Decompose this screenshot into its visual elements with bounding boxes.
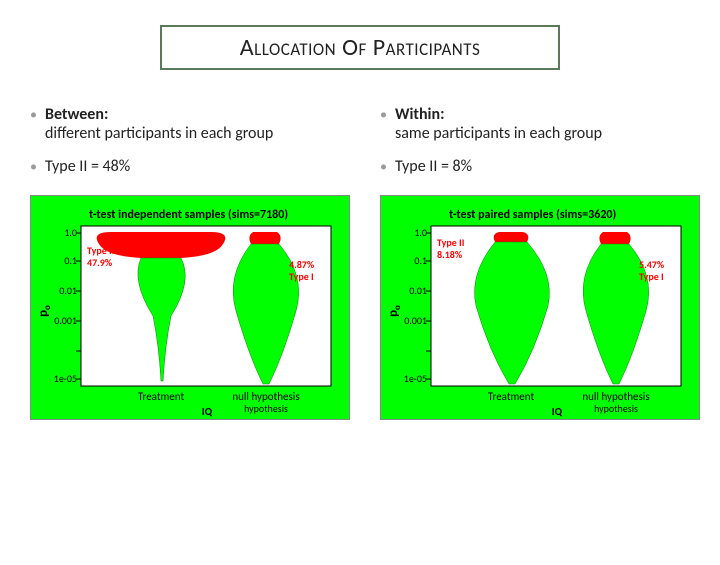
annot-left: Type II 47.9%: [87, 244, 114, 269]
columns: • Between: different participants in eac…: [0, 105, 720, 420]
right-type2-bullet: • Type II = 8%: [380, 157, 700, 177]
ytick: 0.001: [404, 314, 427, 327]
right-chart: t-test paired samples (sims=3620) 1.0 0.…: [380, 195, 700, 420]
ytick: 0.001: [54, 314, 77, 327]
x-sublabel: IQ: [202, 405, 213, 418]
xlabel: Treatment: [488, 390, 535, 403]
chart-title: t-test independent samples (sims=7180): [89, 208, 288, 222]
left-chart-svg: t-test independent samples (sims=7180) 1…: [31, 196, 349, 419]
left-type2: Type II = 48%: [45, 157, 350, 177]
ytick: 1.0: [64, 226, 77, 239]
annot: Type I: [289, 270, 314, 283]
left-heading-body: Between: different participants in each …: [45, 105, 350, 143]
right-heading-bullet: • Within: same participants in each grou…: [380, 105, 700, 143]
left-heading-bullet: • Between: different participants in eac…: [30, 105, 350, 143]
left-chart: t-test independent samples (sims=7180) 1…: [30, 195, 350, 420]
right-column: • Within: same participants in each grou…: [380, 105, 700, 420]
right-heading: Within:: [395, 105, 445, 124]
bullet-dot-icon: •: [380, 157, 387, 177]
chart-title: t-test paired samples (sims=3620): [449, 208, 616, 222]
ytick: 1.0: [414, 226, 427, 239]
bullet-dot-icon: •: [30, 105, 37, 143]
xlabel: Treatment: [138, 390, 185, 403]
x-sublabel: IQ: [552, 405, 563, 418]
left-heading: Between:: [45, 105, 108, 124]
ytick: 0.01: [409, 284, 427, 297]
slide-title: Allocation Of Participants: [240, 33, 481, 62]
right-heading-body: Within: same participants in each group: [395, 105, 700, 143]
bullet-dot-icon: •: [30, 157, 37, 177]
ytick: 1e-05: [404, 372, 427, 385]
left-subheading: different participants in each group: [45, 124, 273, 143]
annot-left: Type II 8.18%: [437, 236, 464, 261]
ytick: 0.01: [59, 284, 77, 297]
annot-right: 5.47% Type I: [639, 258, 665, 283]
ytick: 0.1: [414, 254, 427, 267]
ytick: 0.1: [64, 254, 77, 267]
right-chart-svg: t-test paired samples (sims=3620) 1.0 0.…: [381, 196, 699, 419]
left-column: • Between: different participants in eac…: [30, 105, 350, 420]
xlabel: hypothesis: [244, 402, 288, 415]
left-type2-bullet: • Type II = 48%: [30, 157, 350, 177]
ytick: 1e-05: [54, 372, 77, 385]
annot: 47.9%: [87, 256, 113, 269]
bullet-dot-icon: •: [380, 105, 387, 143]
right-type2: Type II = 8%: [395, 157, 700, 177]
title-box: Allocation Of Participants: [160, 25, 560, 70]
right-subheading: same participants in each group: [395, 124, 602, 143]
annot: 8.18%: [437, 248, 463, 261]
annot: Type I: [639, 270, 664, 283]
xlabel: hypothesis: [594, 402, 638, 415]
annot-right: 4.87% Type I: [289, 258, 315, 283]
